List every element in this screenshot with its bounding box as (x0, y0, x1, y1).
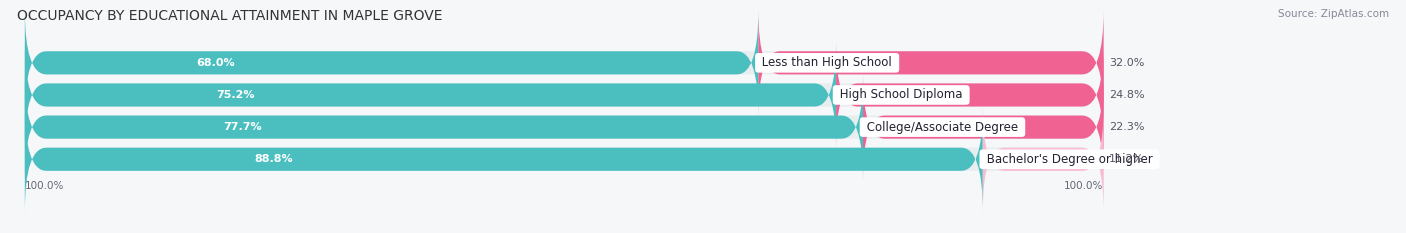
FancyBboxPatch shape (758, 10, 1104, 116)
Text: 11.2%: 11.2% (1109, 154, 1144, 164)
Text: Bachelor's Degree or higher: Bachelor's Degree or higher (983, 153, 1156, 166)
FancyBboxPatch shape (25, 74, 863, 180)
Text: 68.0%: 68.0% (197, 58, 235, 68)
Text: 75.2%: 75.2% (217, 90, 254, 100)
Text: 22.3%: 22.3% (1109, 122, 1144, 132)
Text: 32.0%: 32.0% (1109, 58, 1144, 68)
Text: 77.7%: 77.7% (224, 122, 262, 132)
Text: 100.0%: 100.0% (1064, 181, 1104, 191)
Text: 88.8%: 88.8% (254, 154, 294, 164)
FancyBboxPatch shape (837, 42, 1104, 148)
Text: 100.0%: 100.0% (25, 181, 65, 191)
Text: OCCUPANCY BY EDUCATIONAL ATTAINMENT IN MAPLE GROVE: OCCUPANCY BY EDUCATIONAL ATTAINMENT IN M… (17, 9, 443, 23)
Text: Less than High School: Less than High School (758, 56, 896, 69)
FancyBboxPatch shape (25, 10, 758, 116)
FancyBboxPatch shape (983, 106, 1104, 212)
FancyBboxPatch shape (25, 74, 1104, 180)
FancyBboxPatch shape (25, 10, 1104, 116)
FancyBboxPatch shape (25, 42, 1104, 148)
Text: College/Associate Degree: College/Associate Degree (863, 121, 1022, 134)
FancyBboxPatch shape (25, 42, 837, 148)
Text: Source: ZipAtlas.com: Source: ZipAtlas.com (1278, 9, 1389, 19)
FancyBboxPatch shape (25, 106, 983, 212)
Text: 24.8%: 24.8% (1109, 90, 1144, 100)
FancyBboxPatch shape (863, 74, 1104, 180)
FancyBboxPatch shape (25, 106, 1104, 212)
Text: High School Diploma: High School Diploma (837, 89, 966, 101)
